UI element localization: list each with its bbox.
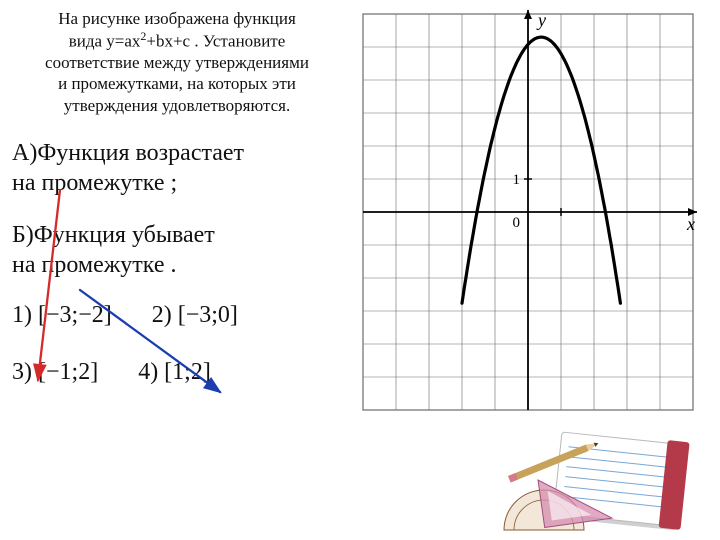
statement-b-line2: на промежутке . <box>12 250 342 280</box>
statement-a-line1: А)Функция возрастает <box>12 138 342 168</box>
svg-text:1: 1 <box>513 172 521 188</box>
problem-intro: На рисунке изображена функция вида y=ax2… <box>12 8 342 116</box>
option-4: 4) [1;2] <box>138 359 211 386</box>
option-2: 2) [−3;0] <box>152 302 238 329</box>
parabola-graph: y x 1 0 <box>348 6 708 416</box>
stationery-decoration <box>502 424 712 534</box>
statement-b-line1: Б)Функция убывает <box>12 220 342 250</box>
intro-line5: утверждения удовлетворяются. <box>12 95 342 116</box>
option-1: 1) [−3;−2] <box>12 302 112 329</box>
intro-line3: соответствие между утверждениями <box>12 52 342 73</box>
svg-text:y: y <box>536 10 546 30</box>
svg-text:x: x <box>686 214 695 234</box>
intro-line1: На рисунке изображена функция <box>12 8 342 29</box>
option-3: 3) [−1;2] <box>12 359 98 386</box>
statement-b: Б)Функция убывает на промежутке . <box>12 220 342 280</box>
svg-text:0: 0 <box>513 215 521 231</box>
answer-options: 1) [−3;−2] 2) [−3;0] 3) [−1;2] 4) [1;2] <box>12 302 342 386</box>
intro-line2: вида y=ax2+bx+c . Установите <box>12 29 342 52</box>
intro-line4: и промежутками, на которых эти <box>12 73 342 94</box>
statement-a: А)Функция возрастает на промежутке ; <box>12 138 342 198</box>
statement-a-line2: на промежутке ; <box>12 168 342 198</box>
